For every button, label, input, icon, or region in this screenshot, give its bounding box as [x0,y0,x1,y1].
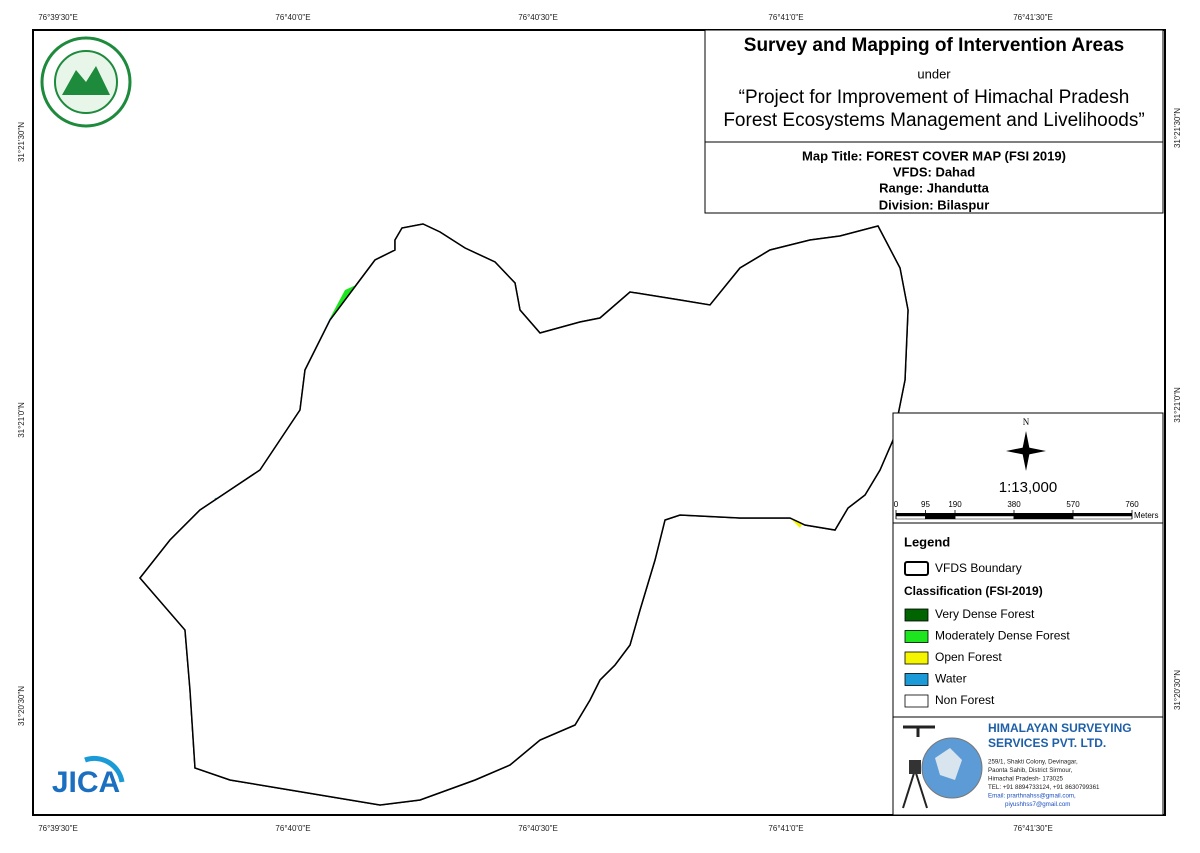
title: Survey and Mapping of Intervention Areas [744,35,1124,56]
legend-swatch [904,673,929,686]
lat-label: 31°21'0"N [17,402,26,438]
legend-label: Open Forest [935,650,1002,664]
scale-bar: 0 95 190 380 570 760 Meters [894,500,1159,520]
legend-label: Moderately Dense Forest [935,629,1070,643]
lon-label: 76°40'0"E [275,824,310,833]
scale-segment [925,513,955,516]
company-address: 259/1, Shakti Colony, Devinagar,Paonta S… [988,759,1100,809]
legend-items: Very Dense Forest Moderately Dense Forest… [904,607,1070,708]
scale-segment [1073,513,1132,516]
scale-tick-label: 190 [948,500,962,509]
legend-label: VFDS Boundary [935,561,1022,575]
scale-segment [954,515,1015,520]
scale-tick-label: 570 [1066,500,1080,509]
north-label: N [1023,417,1030,427]
lon-label: 76°41'30"E [1013,824,1053,833]
lon-label: 76°40'0"E [275,13,310,22]
lat-label: 31°20'30"N [1173,670,1182,710]
address-line: Email: prarthnahss@gmail.com, [988,793,1076,800]
lon-label: 76°40'30"E [518,824,558,833]
company-logo [902,725,983,809]
scale-segment [896,513,926,516]
address-line: piyushhss7@gmail.com [1005,801,1070,808]
project-line: “Project for Improvement of Himachal Pra… [739,87,1130,108]
legend-title: Legend [904,534,950,549]
legend-subtitle: Classification (FSI-2019) [904,584,1043,598]
legend-label: Non Forest [935,693,995,707]
legend-swatch [904,694,929,708]
scale-segment [1072,515,1133,520]
scale-unit: Meters [1134,511,1158,520]
map-info: VFDS: Dahad [893,164,975,179]
lon-label: 76°40'30"E [518,13,558,22]
scale-segment [895,515,926,520]
address-line: 259/1, Shakti Colony, Devinagar, [988,759,1078,766]
lon-label: 76°41'30"E [1013,13,1053,22]
under: under [917,66,951,81]
scale-tick-label: 0 [894,500,899,509]
lat-label: 31°21'0"N [1173,387,1182,423]
map-info: Range: Jhandutta [879,180,990,195]
lon-label: 76°41'0"E [768,824,803,833]
map-info: Division: Bilaspur [879,197,990,212]
graticule: 76°39'30"E 76°40'0"E 76°40'30"E 76°41'0"… [17,13,1182,833]
title-box [704,29,1164,143]
scale-segment [1014,513,1073,516]
scale-segment [955,513,1014,516]
map-info: Map Title: FOREST COVER MAP (FSI 2019) [802,148,1066,163]
scale-ratio: 1:13,000 [999,479,1057,496]
address-line: Paonta Sahib, District Sirmour, [988,767,1073,774]
scale-tick-label: 95 [921,500,930,509]
legend-swatch [904,630,929,643]
lon-label: 76°39'30"E [38,13,78,22]
legend-swatch [904,651,929,665]
lat-label: 31°20'30"N [17,686,26,726]
scale-segment [925,515,956,520]
scale-tick-label: 380 [1007,500,1021,509]
lon-label: 76°41'0"E [768,13,803,22]
address-line: Himachal Pradesh- 173025 [988,776,1064,783]
lat-label: 31°21'30"N [1173,108,1182,148]
legend-swatch [904,561,929,576]
company-name: SERVICES PVT. LTD. [988,736,1106,750]
company-name: HIMALAYAN SURVEYING [988,721,1132,735]
north-arrow: N [1006,417,1046,471]
scale-segment [1013,515,1074,520]
project-line: Forest Ecosystems Management and Livelih… [723,110,1144,131]
jica-logo: JICA [52,755,125,799]
legend-label: Very Dense Forest [935,607,1035,621]
scale-tick-label: 760 [1125,500,1139,509]
address-line: TEL: +91 8894733124, +91 8630799361 [988,784,1100,791]
forest-dept-logo [40,36,132,128]
jica-text: JICA [52,766,120,799]
legend-swatch [904,608,929,622]
legend-label: Water [935,672,967,686]
lon-label: 76°39'30"E [38,824,78,833]
lat-label: 31°21'30"N [17,122,26,162]
info-box [704,141,1164,214]
